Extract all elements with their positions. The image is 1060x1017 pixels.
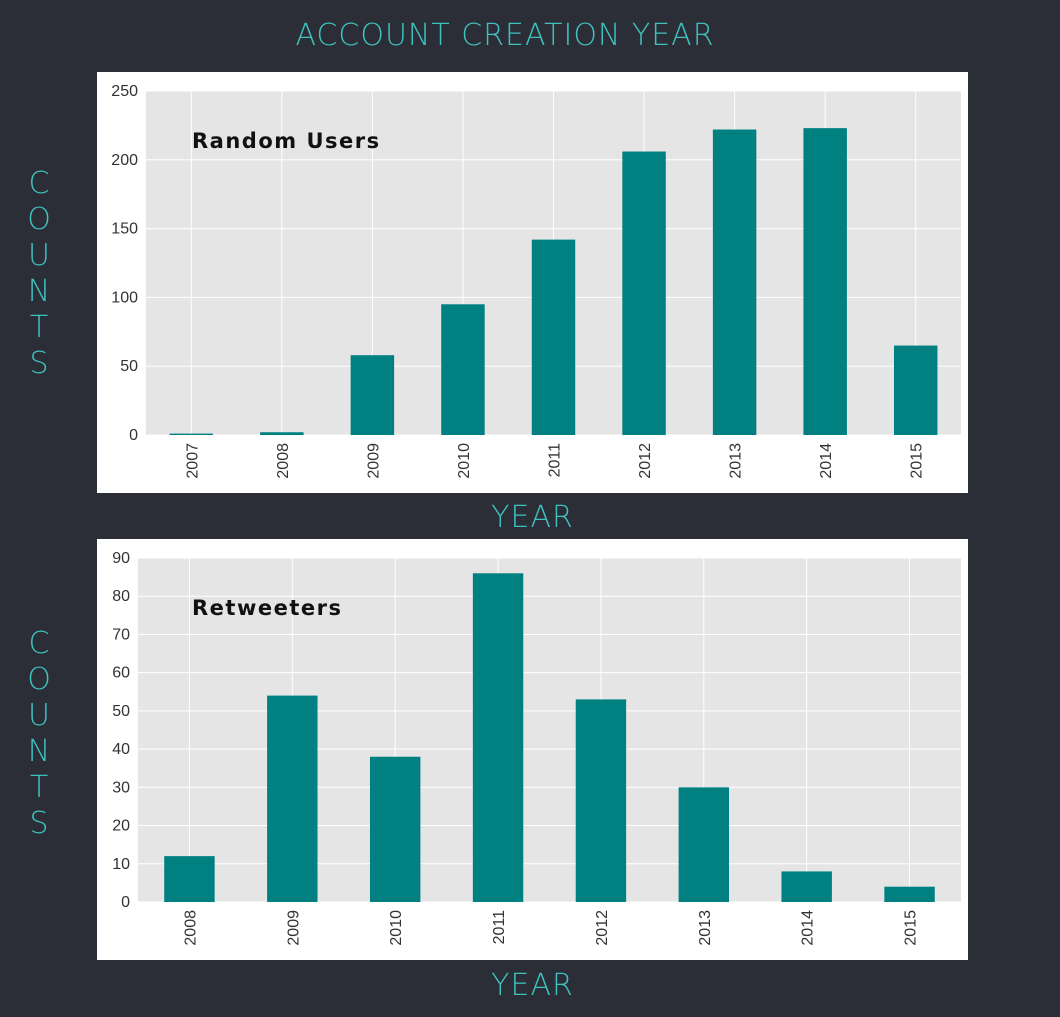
x-tick-label: 2012 (637, 443, 654, 479)
y-tick-label: 150 (111, 221, 138, 238)
x-axis-title: YEAR (491, 968, 574, 1003)
x-tick-label: 2010 (456, 443, 473, 479)
y-axis-title-letter: N (27, 734, 51, 769)
bar-2011 (531, 239, 576, 435)
y-tick-label: 50 (112, 703, 130, 720)
y-tick-label: 40 (112, 741, 130, 758)
y-axis-title-letter: U (28, 698, 50, 733)
page-title: ACCOUNT CREATION YEAR (295, 18, 715, 53)
x-tick-label: 2015 (909, 443, 926, 479)
x-tick-label: 2007 (184, 443, 201, 479)
bar-2013 (712, 129, 757, 435)
series-label: Retweeters (192, 596, 342, 620)
x-tick-label: 2012 (594, 910, 611, 946)
y-tick-label: 0 (129, 427, 138, 444)
x-tick-label: 2009 (365, 443, 382, 479)
bar-2015 (884, 886, 935, 902)
y-axis-title-letter: S (29, 346, 49, 381)
bar-2010 (441, 304, 485, 435)
y-axis-title-letter: C (28, 626, 50, 661)
y-axis-title-letter: U (28, 238, 50, 273)
chart-random-users: 0 50 100 150 200 250 2007 2008 2009 2010 2011 2012 2… (97, 72, 968, 493)
y-axis-title-letter: S (29, 806, 49, 841)
bar-2012 (622, 151, 666, 435)
x-tick-label: 2011 (547, 443, 564, 478)
bar-2007 (169, 433, 214, 435)
y-tick-label: 20 (112, 818, 130, 835)
x-tick-label: 2015 (903, 910, 920, 946)
x-axis-title: YEAR (491, 500, 574, 535)
x-tick-label: 2009 (285, 910, 302, 946)
bar-2009 (350, 355, 395, 435)
x-tick-label: 2010 (388, 910, 405, 946)
x-tick-label: 2011 (491, 910, 508, 945)
y-tick-label: 50 (120, 358, 138, 375)
bar-2011 (472, 573, 524, 902)
y-axis-title-letter: T (29, 310, 49, 345)
y-tick-label: 80 (112, 588, 130, 605)
y-tick-label: 10 (112, 856, 130, 873)
bar-2008 (260, 432, 304, 435)
chart-random-users-svg: 0 50 100 150 200 250 2007 2008 2009 2010 2011 2012 2… (111, 83, 961, 479)
y-tick-label: 200 (111, 152, 138, 169)
bar-2012 (575, 699, 627, 902)
y-tick-label: 70 (112, 626, 130, 643)
bar-2009 (267, 695, 318, 902)
bar-2008 (164, 856, 215, 902)
x-tick-label: 2008 (182, 910, 199, 946)
x-tick-label: 2013 (697, 910, 714, 946)
y-tick-label: 60 (112, 665, 130, 682)
bar-2015 (893, 345, 938, 435)
x-tick-label: 2014 (818, 443, 835, 479)
x-tick-label: 2013 (728, 443, 745, 479)
chart-retweeters-svg: 0 10 20 30 40 50 60 70 80 90 2008 2009 2010 2011 2012 2… (112, 550, 961, 946)
bar-2014 (803, 128, 847, 435)
chart-retweeters: 0 10 20 30 40 50 60 70 80 90 2008 2009 2010 2011 2012 2… (97, 539, 968, 960)
y-tick-label: 90 (112, 550, 130, 567)
y-axis-title-letter: T (29, 770, 49, 805)
y-tick-label: 30 (112, 779, 130, 796)
bar-2010 (369, 756, 421, 902)
y-axis-title-letter: C (28, 166, 50, 201)
y-tick-label: 250 (111, 83, 138, 100)
y-axis-title-letter: N (27, 274, 51, 309)
bar-2014 (781, 871, 832, 902)
series-label: Random Users (192, 129, 381, 153)
bar-2013 (678, 787, 730, 902)
y-tick-label: 0 (121, 894, 130, 911)
y-axis-title-letter: O (27, 202, 51, 237)
x-tick-label: 2014 (800, 910, 817, 946)
x-tick-label: 2008 (275, 443, 292, 479)
y-tick-label: 100 (111, 289, 138, 306)
y-axis-title-letter: O (27, 662, 51, 697)
